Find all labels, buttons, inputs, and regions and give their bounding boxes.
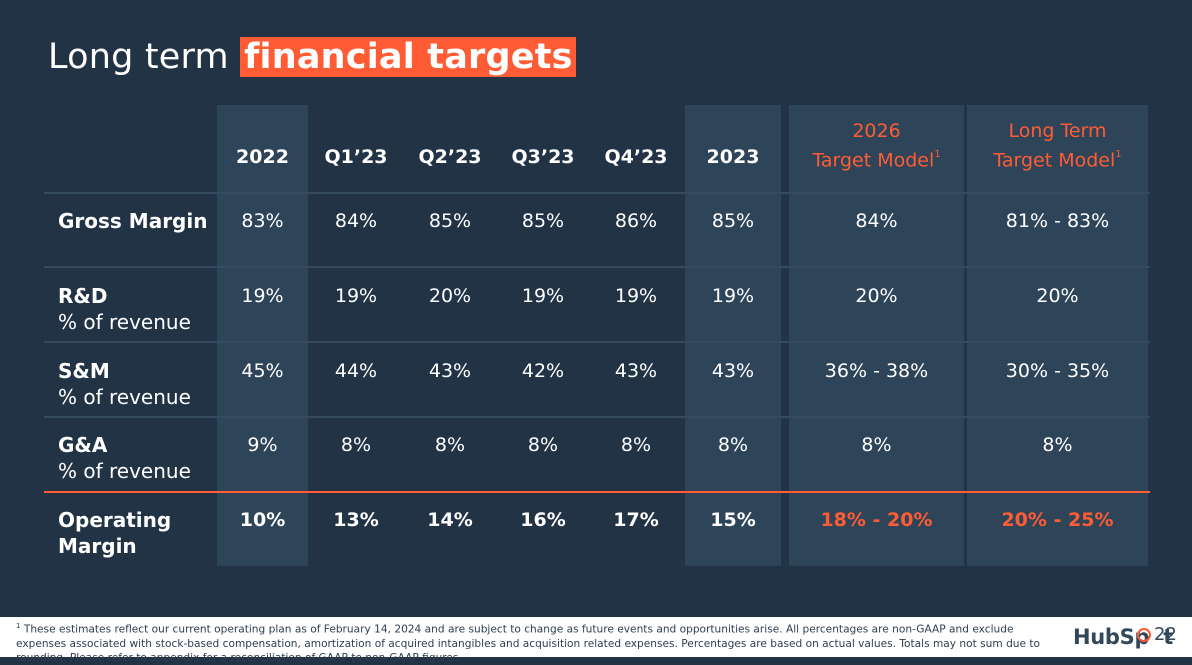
header-q2-23: Q2’23 (418, 146, 482, 168)
header-2026-line2: Target Model (812, 149, 935, 172)
table-cell: 36% - 38% (824, 360, 929, 382)
table-cell: 20% (855, 285, 898, 307)
table-cell: 84% (334, 210, 378, 232)
footer: 1 These estimates reflect our current op… (0, 617, 1192, 664)
header-q1-23: Q1’23 (324, 146, 388, 168)
table-cell: 20% (428, 285, 472, 307)
table-cell: 19% (241, 285, 284, 307)
table-cell: 42% (521, 360, 565, 382)
row-label-sm: S&M% of revenue (58, 359, 191, 409)
header-2023: 2023 (706, 146, 760, 168)
operating-margin-divider (44, 491, 1150, 493)
column-panel-2026-target (789, 105, 964, 566)
header-long-term-line1: Long Term (1008, 120, 1107, 142)
footnote-text: These estimates reflect our current oper… (16, 623, 1041, 664)
table-cell: 8% (717, 434, 749, 456)
table-cell: 18% - 20% (820, 509, 933, 531)
header-2026-line1: 2026 (852, 120, 901, 142)
header-2026-target-model: 2026 Target Model1 (789, 118, 964, 173)
table-cell: 30% - 35% (1005, 360, 1110, 382)
table-cell: 84% (855, 210, 898, 232)
row-divider (44, 341, 1150, 343)
header-long-term-target-model: Long Term Target Model1 (967, 118, 1148, 173)
title-plain: Long term (48, 37, 241, 77)
table-cell: 85% (711, 210, 755, 232)
row-divider (44, 416, 1150, 418)
table-cell: 44% (334, 360, 378, 382)
table-cell: 83% (241, 210, 284, 232)
page-number: 22 (1154, 624, 1177, 645)
table-cell: 81% - 83% (1005, 210, 1110, 232)
hubspot-logo: HubSp t (1073, 625, 1173, 649)
table-cell: 19% (334, 285, 378, 307)
table-cell: 19% (521, 285, 565, 307)
header-q3-23: Q3’23 (511, 146, 575, 168)
column-panel-2022 (217, 105, 308, 566)
table-cell: 20% - 25% (1001, 509, 1114, 531)
title-highlight: financial targets (240, 37, 576, 77)
footnote-mark: 1 (934, 149, 941, 160)
column-panel-long-term-target (967, 105, 1148, 566)
row-divider (44, 192, 1150, 194)
row-label-ga: G&A% of revenue (58, 433, 191, 483)
header-q4-23: Q4’23 (604, 146, 668, 168)
table-cell: 43% (428, 360, 472, 382)
table-cell: 19% (614, 285, 658, 307)
table-cell: 20% (1036, 285, 1079, 307)
table-cell: 8% (1042, 434, 1073, 456)
table-cell: 14% (427, 509, 473, 531)
row-divider (44, 266, 1150, 268)
table-cell: 85% (428, 210, 472, 232)
table-cell: 8% (861, 434, 892, 456)
page-title: Long term financial targets (48, 34, 576, 80)
table-cell: 85% (521, 210, 565, 232)
footnote: 1 These estimates reflect our current op… (16, 619, 1046, 665)
table-cell: 13% (333, 509, 379, 531)
table-cell: 43% (711, 360, 755, 382)
table-cell: 15% (710, 509, 756, 531)
table-cell: 86% (614, 210, 658, 232)
table-cell: 19% (711, 285, 755, 307)
table-cell: 8% (527, 434, 559, 456)
row-label-operating-margin: Operating Margin (58, 508, 172, 558)
column-panel-2023 (685, 105, 781, 566)
table-cell: 45% (241, 360, 284, 382)
table-cell: 43% (614, 360, 658, 382)
table-cell: 17% (613, 509, 659, 531)
footnote-mark: 1 (16, 622, 21, 630)
table-cell: 8% (434, 434, 466, 456)
table-cell: 8% (340, 434, 372, 456)
table-cell: 9% (247, 434, 278, 456)
table-cell: 8% (620, 434, 652, 456)
row-label-gross-margin: Gross Margin (58, 209, 208, 233)
sprocket-icon (1137, 628, 1151, 642)
footnote-mark: 1 (1115, 149, 1122, 160)
header-long-term-line2: Target Model (993, 149, 1116, 172)
table-cell: 16% (520, 509, 566, 531)
table-cell: 10% (239, 509, 286, 531)
header-2022: 2022 (236, 146, 289, 168)
slide: Long term financial targets 2022 Q1’23 Q… (44, 34, 1150, 566)
row-label-rd: R&D% of revenue (58, 284, 191, 334)
